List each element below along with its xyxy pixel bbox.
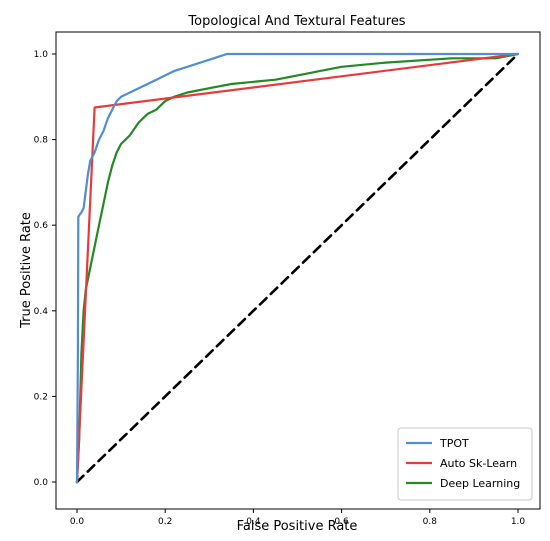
legend-label: Deep Learning bbox=[440, 477, 520, 490]
series-layer bbox=[75, 52, 520, 484]
y-tick-label: 1.0 bbox=[34, 50, 49, 60]
x-tick-label: 0.0 bbox=[70, 517, 85, 527]
y-tick-label: 0.8 bbox=[34, 136, 49, 146]
chance-line bbox=[75, 52, 520, 484]
series-line-tpot bbox=[75, 52, 520, 484]
x-axis-label: False Positive Rate bbox=[237, 519, 358, 534]
legend-label: TPOT bbox=[439, 437, 469, 450]
legend: TPOT Auto Sk-Learn Deep Learning bbox=[397, 427, 533, 501]
x-tick-label: 0.2 bbox=[158, 517, 172, 527]
y-tick-label: 0.4 bbox=[34, 307, 49, 317]
y-axis: 0.0 0.2 0.4 0.6 0.8 1.0 bbox=[34, 50, 56, 488]
x-axis: 0.0 0.2 0.4 0.6 0.8 1.0 bbox=[70, 509, 526, 527]
y-tick-label: 0.0 bbox=[34, 478, 49, 488]
chart-title: Topological And Textural Features bbox=[187, 14, 405, 29]
y-tick-label: 0.6 bbox=[34, 221, 49, 231]
x-tick-label: 0.6 bbox=[334, 517, 349, 527]
y-axis-label: True Positive Rate bbox=[19, 212, 34, 329]
y-tick-label: 0.2 bbox=[34, 392, 48, 402]
series-line-auto-sk-learn bbox=[75, 52, 520, 484]
x-tick-label: 0.8 bbox=[423, 517, 438, 527]
x-tick-label: 1.0 bbox=[511, 517, 526, 527]
series-line-deep-learning bbox=[75, 52, 520, 484]
legend-label: Auto Sk-Learn bbox=[440, 457, 517, 470]
x-tick-label: 0.4 bbox=[246, 517, 261, 527]
